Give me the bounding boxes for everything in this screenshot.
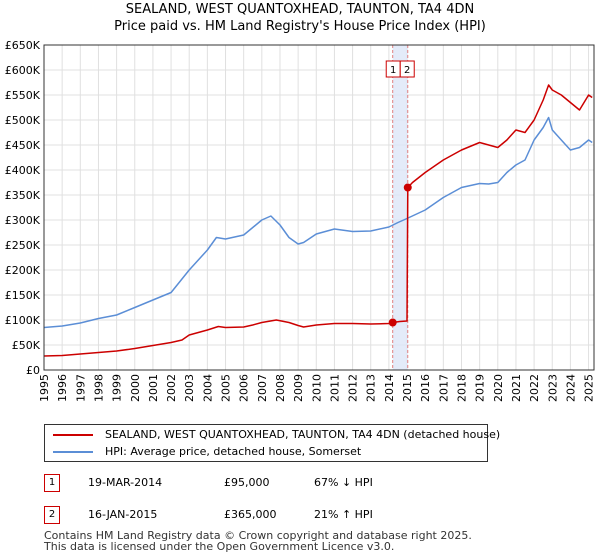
x-tick-label: 2008 [274, 374, 287, 402]
x-tick-label: 2016 [419, 374, 432, 402]
x-tick-label: 2024 [564, 374, 577, 402]
footer-line-copyright: Contains HM Land Registry data © Crown c… [44, 529, 472, 542]
y-tick-label: £300K [5, 214, 41, 227]
x-tick-label: 2019 [474, 374, 487, 402]
plot-frame [43, 44, 595, 371]
x-tick-label: 2002 [165, 374, 178, 402]
footer-attribution: Contains HM Land Registry data © Crown c… [44, 530, 472, 552]
x-tick-label: 2013 [365, 374, 378, 402]
x-tick-label: 2023 [546, 374, 559, 402]
x-tick-label: 2001 [147, 374, 160, 402]
property-price-line [43, 84, 593, 357]
x-tick-label: 2009 [292, 374, 305, 402]
chart-legend: SEALAND, WEST QUANTOXHEAD, TAUNTON, TA4 … [44, 424, 500, 462]
y-tick-label: £650K [5, 39, 41, 52]
x-tick-label: 2007 [256, 374, 269, 402]
footer-line-licence: This data is licensed under the Open Gov… [44, 540, 395, 553]
transaction-label: 2 [404, 65, 410, 76]
axis-layer: £0 £50K £100K £150K £200K £250K £300K £350K £400… [5, 39, 596, 402]
x-tick-label: 2025 [583, 374, 596, 402]
transaction-hpi-change: 67% ↓ HPI [314, 476, 373, 489]
x-tick-label: 2012 [347, 374, 360, 402]
x-tick-label: 2005 [220, 374, 233, 402]
x-tick-label: 2017 [437, 374, 450, 402]
y-tick-label: £350K [5, 189, 41, 202]
x-tick-label: 2018 [455, 374, 468, 402]
x-tick-label: 1996 [56, 374, 69, 402]
transaction-price: £365,000 [224, 508, 277, 521]
transaction-badge: 1 [44, 474, 60, 492]
y-tick-label: £500K [5, 114, 41, 127]
transaction-label: 1 [390, 65, 396, 76]
transaction-price: £95,000 [224, 476, 270, 489]
x-tick-label: 2015 [401, 374, 414, 402]
y-tick-label: £250K [5, 239, 41, 252]
x-tick-label: 2022 [528, 374, 541, 402]
y-tick-label: £400K [5, 164, 41, 177]
transaction-point [388, 318, 397, 327]
legend-swatch-hpi [53, 451, 93, 453]
chart-subtitle: Price paid vs. HM Land Registry's House … [114, 19, 486, 34]
y-tick-label: £600K [5, 64, 41, 77]
x-tick-label: 2006 [238, 374, 251, 402]
transaction-point [403, 183, 412, 192]
transaction-date: 16-JAN-2015 [88, 508, 158, 521]
legend-swatch-property [53, 434, 93, 436]
transaction-label-box [399, 60, 415, 78]
x-tick-label: 2004 [201, 374, 214, 402]
legend-label-hpi: HPI: Average price, detached house, Some… [105, 445, 362, 458]
series-layer [43, 84, 593, 357]
y-tick-label: £50K [12, 339, 41, 352]
chart-title: SEALAND, WEST QUANTOXHEAD, TAUNTON, TA4 … [125, 2, 475, 17]
x-tick-label: 2021 [510, 374, 523, 402]
x-tick-label: 2010 [310, 374, 323, 402]
plot-area [44, 45, 594, 370]
y-tick-label: £200K [5, 264, 41, 277]
y-tick-label: £550K [5, 89, 41, 102]
grid-layer [43, 44, 594, 371]
y-tick-label: £0 [26, 364, 40, 377]
x-tick-label: 1999 [111, 374, 124, 402]
x-tick-label: 2003 [183, 374, 196, 402]
y-tick-label: £150K [5, 289, 41, 302]
transaction-badge: 2 [44, 506, 60, 524]
legend-label-property: SEALAND, WEST QUANTOXHEAD, TAUNTON, TA4 … [105, 428, 501, 441]
transaction-period-band [392, 45, 408, 370]
transaction-date: 19-MAR-2014 [88, 476, 163, 489]
y-tick-label: £100K [5, 314, 41, 327]
y-tick-label: £450K [5, 139, 41, 152]
x-tick-label: 2011 [328, 374, 341, 402]
x-tick-label: 1997 [74, 374, 87, 402]
x-tick-label: 2014 [383, 374, 396, 402]
x-tick-label: 1995 [38, 374, 51, 402]
transaction-hpi-change: 21% ↑ HPI [314, 508, 373, 521]
hpi-line [43, 116, 593, 329]
x-tick-label: 1998 [92, 374, 105, 402]
x-tick-label: 2000 [129, 374, 142, 402]
x-tick-label: 2020 [492, 374, 505, 402]
